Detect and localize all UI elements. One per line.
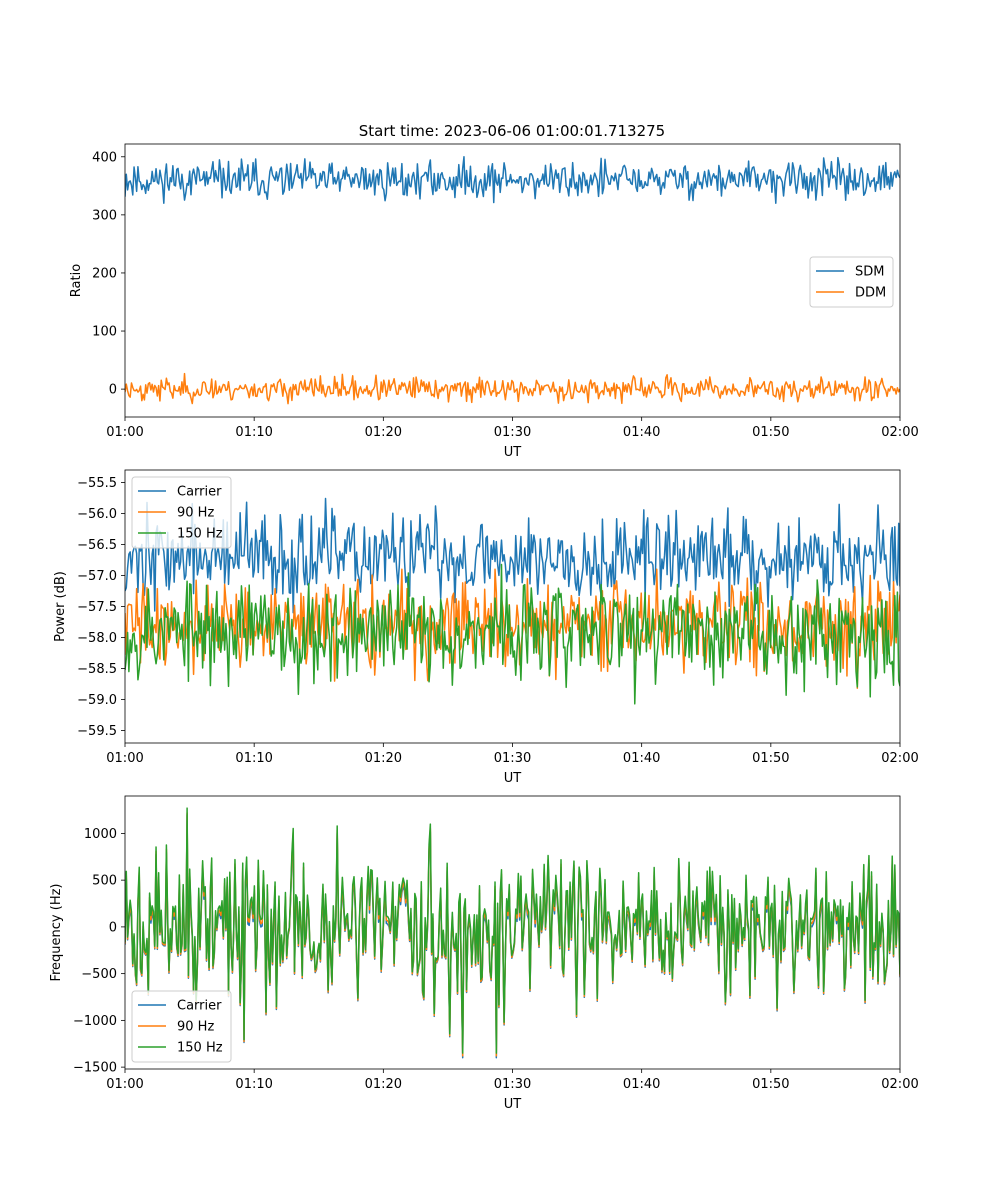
legend-label: DDM bbox=[855, 286, 886, 301]
legend: Carrier 90 Hz 150 Hz bbox=[131, 990, 232, 1063]
x-tick-label: 01:20 bbox=[365, 425, 402, 440]
x-axis-label: UT bbox=[504, 1097, 522, 1112]
legend-label: SDM bbox=[855, 265, 884, 280]
x-tick-label: 01:50 bbox=[752, 751, 789, 766]
x-tick-label: 01:40 bbox=[623, 1077, 660, 1092]
x-tick-label: 01:40 bbox=[623, 425, 660, 440]
legend-label: Carrier bbox=[177, 999, 222, 1014]
x-axis-label: UT bbox=[504, 771, 522, 786]
y-tick-label: 1000 bbox=[84, 827, 117, 842]
y-tick-label: −57.0 bbox=[77, 569, 117, 584]
x-tick-label: 01:10 bbox=[235, 1077, 272, 1092]
legend-label: Carrier bbox=[177, 485, 222, 500]
legend: Carrier 90 Hz 150 Hz bbox=[131, 476, 232, 549]
y-tick-label: 100 bbox=[92, 325, 117, 340]
series-line-150-hz bbox=[125, 563, 900, 705]
x-tick-label: 01:00 bbox=[106, 425, 143, 440]
panels: 01:00 01:10 01:20 01:30 01:40 01:50 02:00 0 100 2… bbox=[49, 143, 919, 1112]
y-tick-label: −55.5 bbox=[77, 476, 117, 491]
series-line-sdm bbox=[125, 156, 900, 204]
y-tick-label: −56.5 bbox=[77, 538, 117, 553]
y-axis-label: Frequency (Hz) bbox=[49, 883, 64, 981]
panel-1: 01:00 01:10 01:20 01:30 01:40 01:50 02:00 0 100 2… bbox=[69, 143, 919, 460]
x-tick-label: 02:00 bbox=[881, 425, 918, 440]
x-tick-label: 01:30 bbox=[494, 751, 531, 766]
legend-label: 90 Hz bbox=[177, 1020, 214, 1035]
x-tick-label: 02:00 bbox=[881, 1077, 918, 1092]
legend-box bbox=[131, 990, 232, 1063]
plot-area bbox=[125, 807, 900, 1059]
x-tick-label: 01:10 bbox=[235, 425, 272, 440]
y-tick-label: 500 bbox=[92, 874, 117, 889]
y-axis-label: Ratio bbox=[69, 264, 84, 297]
plot-area bbox=[125, 156, 900, 405]
legend-label: 150 Hz bbox=[177, 527, 223, 542]
x-tick-label: 01:20 bbox=[365, 1077, 402, 1092]
y-tick-label: −58.5 bbox=[77, 662, 117, 677]
x-tick-label: 01:00 bbox=[106, 751, 143, 766]
plot-area bbox=[125, 497, 900, 705]
y-tick-label: −1000 bbox=[73, 1014, 117, 1029]
series-line-carrier bbox=[125, 497, 900, 614]
x-tick-label: 01:50 bbox=[752, 1077, 789, 1092]
x-tick-label: 02:00 bbox=[881, 751, 918, 766]
panel-3: 01:00 01:10 01:20 01:30 01:40 01:50 02:00 1000 5… bbox=[49, 795, 919, 1112]
x-tick-label: 01:10 bbox=[235, 751, 272, 766]
chart-title: Start time: 2023-06-06 01:00:01.713275 bbox=[359, 122, 665, 140]
y-tick-label: 200 bbox=[92, 266, 117, 281]
y-tick-label: −500 bbox=[81, 967, 117, 982]
y-tick-label: −56.0 bbox=[77, 507, 117, 522]
panel-2: 01:00 01:10 01:20 01:30 01:40 01:50 02:00 −55.5… bbox=[53, 469, 919, 786]
legend-box bbox=[809, 256, 894, 308]
y-tick-label: −59.5 bbox=[77, 724, 117, 739]
y-axis-label: Power (dB) bbox=[53, 571, 68, 642]
series-line-ddm bbox=[125, 372, 900, 405]
x-tick-label: 01:40 bbox=[623, 751, 660, 766]
y-tick-label: 400 bbox=[92, 150, 117, 165]
legend-label: 150 Hz bbox=[177, 1041, 223, 1056]
y-tick-label: −59.0 bbox=[77, 693, 117, 708]
x-axis-label: UT bbox=[504, 445, 522, 460]
x-tick-label: 01:30 bbox=[494, 1077, 531, 1092]
y-tick-label: −58.0 bbox=[77, 631, 117, 646]
y-tick-label: 300 bbox=[92, 208, 117, 223]
y-tick-label: 0 bbox=[109, 920, 117, 935]
x-tick-label: 01:50 bbox=[752, 425, 789, 440]
x-tick-label: 01:00 bbox=[106, 1077, 143, 1092]
x-tick-label: 01:30 bbox=[494, 425, 531, 440]
series-line-150-hz bbox=[125, 807, 900, 1054]
y-tick-label: −1500 bbox=[73, 1061, 117, 1076]
x-tick-label: 01:20 bbox=[365, 751, 402, 766]
legend-box bbox=[131, 476, 232, 549]
legend-label: 90 Hz bbox=[177, 506, 214, 521]
y-tick-label: 0 bbox=[109, 383, 117, 398]
y-tick-label: −57.5 bbox=[77, 600, 117, 615]
legend: SDM DDM bbox=[809, 256, 894, 308]
